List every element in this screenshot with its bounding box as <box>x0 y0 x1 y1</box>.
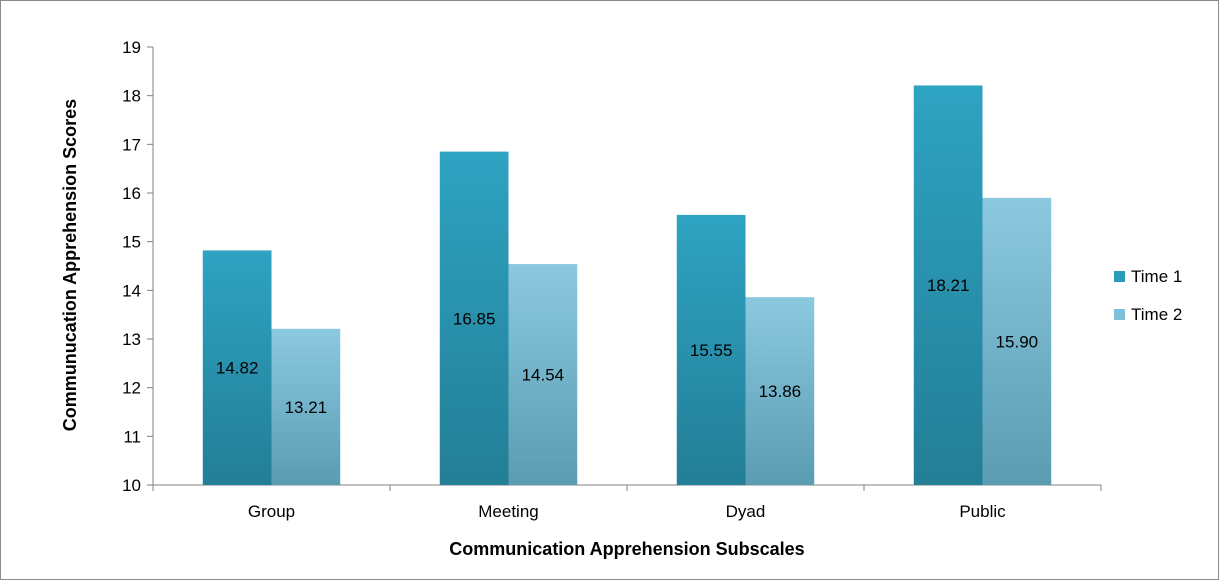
bar-time-1-group <box>202 250 272 485</box>
data-label: 15.55 <box>690 341 733 360</box>
bar-time-1-public <box>913 85 983 486</box>
bar-time-2-public <box>982 197 1052 485</box>
legend-swatch-time-2 <box>1114 309 1125 320</box>
x-tick-label: Dyad <box>726 502 766 521</box>
data-label: 13.21 <box>285 398 328 417</box>
data-label: 14.54 <box>522 366 565 385</box>
bar-time-1-meeting <box>439 151 509 485</box>
bar-time-2-meeting <box>508 264 578 485</box>
y-tick-label: 19 <box>122 38 141 57</box>
data-label: 15.90 <box>996 332 1039 351</box>
x-axis: Group Meeting Dyad Public <box>152 484 1102 521</box>
y-tick-label: 14 <box>122 281 141 300</box>
data-label: 16.85 <box>453 309 496 328</box>
bar-time-2-dyad <box>745 297 815 485</box>
data-label: 13.86 <box>759 382 802 401</box>
x-tick-label: Public <box>959 502 1006 521</box>
bar-time-2-group <box>271 328 341 485</box>
y-tick-label: 15 <box>122 233 141 252</box>
y-axis: 10 11 12 13 14 15 16 17 18 19 <box>122 38 154 495</box>
data-labels: 14.82 13.21 16.85 14.54 15.55 13.86 18.21 15.90 <box>216 276 1038 417</box>
y-tick-label: 16 <box>122 184 141 203</box>
y-tick-label: 11 <box>123 427 141 446</box>
legend-label: Time 2 <box>1131 305 1182 324</box>
x-tick-label: Meeting <box>478 502 538 521</box>
y-tick-label: 12 <box>122 379 141 398</box>
legend: Time 1 Time 2 <box>1114 267 1182 324</box>
bars <box>202 85 1052 486</box>
y-tick-label: 10 <box>122 476 141 495</box>
x-tick-label: Group <box>248 502 295 521</box>
x-axis-title: Communication Apprehension Subscales <box>449 539 804 559</box>
legend-swatch-time-1 <box>1114 271 1125 282</box>
data-label: 18.21 <box>927 276 970 295</box>
y-tick-label: 17 <box>122 135 141 154</box>
y-tick-label: 18 <box>122 87 141 106</box>
y-tick-label: 13 <box>122 330 141 349</box>
y-axis-title: Communucation Apprehension Scores <box>60 99 80 431</box>
data-label: 14.82 <box>216 359 259 378</box>
legend-label: Time 1 <box>1131 267 1182 286</box>
bar-time-1-dyad <box>676 214 746 485</box>
